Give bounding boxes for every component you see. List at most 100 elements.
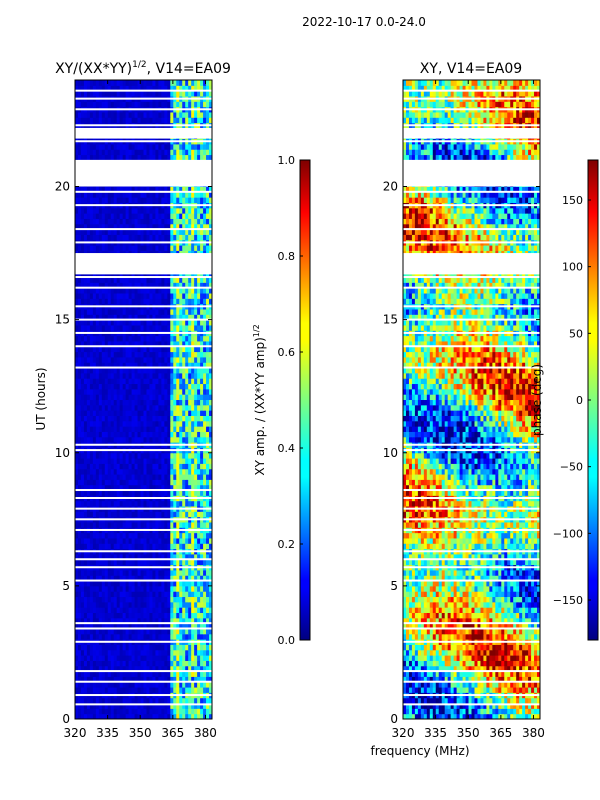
- heatmap-cell: [158, 649, 162, 656]
- heatmap-cell: [95, 271, 100, 278]
- heatmap-cell: [155, 521, 159, 528]
- heatmap-cell: [203, 713, 207, 720]
- heatmap-cell: [134, 521, 139, 528]
- heatmap-cell: [92, 293, 97, 299]
- heatmap-cell: [98, 420, 103, 427]
- heatmap-cell: [137, 452, 142, 459]
- heatmap-cell: [80, 410, 85, 416]
- heatmap-cell: [83, 585, 88, 592]
- heatmap-cell: [209, 703, 213, 709]
- heatmap-cell: [95, 191, 100, 198]
- heatmap-cell: [197, 596, 201, 603]
- heatmap-cell: [191, 149, 195, 156]
- heatmap-cell: [98, 186, 103, 193]
- heatmap-cell: [86, 580, 91, 587]
- heatmap-cell: [209, 277, 213, 283]
- heatmap-cell: [194, 655, 198, 661]
- heatmap-cell: [83, 404, 88, 411]
- heatmap-cell: [77, 415, 82, 422]
- heatmap-cell: [80, 340, 85, 347]
- heatmap-cell: [113, 362, 118, 369]
- heatmap-cell: [80, 687, 85, 693]
- heatmap-cell: [77, 463, 82, 470]
- heatmap-cell: [92, 143, 97, 150]
- heatmap-cell: [89, 420, 94, 427]
- heatmap-cell: [125, 628, 130, 635]
- heatmap-cell: [194, 543, 198, 550]
- heatmap-cell: [77, 229, 82, 235]
- heatmap-cell: [206, 575, 210, 582]
- heatmap-cell: [185, 511, 189, 518]
- heatmap-cell: [83, 580, 88, 587]
- heatmap-cell: [119, 671, 124, 677]
- heatmap-cell: [149, 532, 153, 539]
- heatmap-cell: [134, 511, 139, 518]
- heatmap-cell: [119, 644, 124, 651]
- heatmap-cell: [86, 351, 91, 358]
- heatmap-cell: [98, 234, 103, 241]
- heatmap-cell: [161, 223, 165, 230]
- heatmap-cell: [179, 580, 183, 587]
- heatmap-cell: [75, 490, 79, 496]
- heatmap-cell: [110, 388, 115, 395]
- heatmap-cell: [158, 623, 162, 629]
- heatmap-cell: [119, 362, 124, 369]
- heatmap-cell: [134, 463, 139, 470]
- heatmap-cell: [173, 660, 177, 667]
- heatmap-cell: [104, 633, 109, 640]
- heatmap-cell: [134, 607, 139, 613]
- heatmap-cell: [170, 394, 174, 401]
- heatmap-cell: [80, 601, 85, 608]
- heatmap-cell: [155, 628, 159, 635]
- heatmap-cell: [137, 277, 142, 283]
- heatmap-cell: [149, 479, 153, 486]
- heatmap-cell: [179, 314, 183, 321]
- heatmap-cell: [131, 340, 136, 347]
- heatmap-cell: [101, 234, 106, 241]
- heatmap-cell: [176, 559, 180, 566]
- heatmap-cell: [146, 617, 150, 624]
- heatmap-cell: [77, 372, 82, 379]
- heatmap-cell: [206, 580, 210, 587]
- heatmap-cell: [77, 628, 82, 635]
- heatmap-cell: [137, 245, 142, 251]
- heatmap-cell: [179, 633, 183, 640]
- heatmap-cell: [122, 479, 127, 486]
- heatmap-cell: [77, 351, 82, 358]
- heatmap-cell: [134, 628, 139, 635]
- heatmap-cell: [146, 394, 150, 401]
- heatmap-cell: [122, 703, 127, 709]
- heatmap-cell: [194, 335, 198, 342]
- heatmap-cell: [110, 607, 115, 613]
- heatmap-cell: [191, 431, 195, 438]
- heatmap-cell: [95, 484, 100, 491]
- heatmap-cell: [134, 644, 139, 651]
- heatmap-cell: [89, 223, 94, 230]
- heatmap-cell: [176, 186, 180, 193]
- heatmap-cell: [80, 143, 85, 150]
- heatmap-cell: [116, 394, 121, 401]
- heatmap-cell: [191, 463, 195, 470]
- heatmap-cell: [107, 245, 112, 251]
- heatmap-cell: [191, 649, 195, 656]
- heatmap-cell: [80, 559, 85, 566]
- heatmap-cell: [125, 521, 130, 528]
- heatmap-cell: [75, 271, 79, 278]
- heatmap-cell: [125, 543, 130, 550]
- heatmap-cell: [140, 596, 144, 603]
- heatmap-cell: [182, 207, 186, 214]
- heatmap-cell: [200, 511, 204, 518]
- heatmap-cell: [110, 293, 115, 299]
- heatmap-cell: [134, 410, 139, 416]
- heatmap-cell: [98, 521, 103, 528]
- heatmap-cell: [101, 569, 106, 576]
- heatmap-cell: [134, 426, 139, 432]
- heatmap-cell: [155, 149, 159, 156]
- heatmap-cell: [95, 431, 100, 438]
- heatmap-cell: [176, 601, 180, 608]
- heatmap-cell: [104, 500, 109, 507]
- heatmap-cell: [86, 431, 91, 438]
- heatmap-cell: [170, 399, 174, 406]
- heatmap-cell: [104, 708, 109, 715]
- heatmap-cell: [140, 436, 144, 443]
